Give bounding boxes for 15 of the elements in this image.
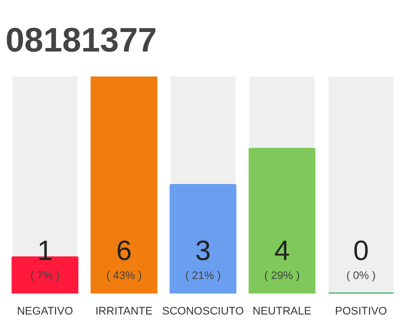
annotation: ( 29% ): [264, 270, 300, 282]
x-tick-label: IRRITANTE: [95, 306, 153, 318]
annotation: ( 43% ): [106, 270, 142, 282]
x-tick-label: SCONOSCIUTO: [162, 306, 244, 318]
data-label: 3: [195, 235, 211, 266]
x-tick-label: NEGATIVO: [16, 306, 74, 318]
chart-title: 08181377: [6, 22, 157, 60]
x-tick-label: NEUTRALE: [252, 306, 312, 318]
annotation: ( 0% ): [346, 270, 376, 282]
annotation: ( 21% ): [185, 270, 221, 282]
annotation: ( 7% ): [30, 270, 60, 282]
data-label: 6: [116, 235, 132, 266]
x-tick-label: POSITIVO: [335, 306, 388, 318]
data-label: 0: [353, 235, 369, 266]
data-label: 4: [274, 235, 290, 266]
